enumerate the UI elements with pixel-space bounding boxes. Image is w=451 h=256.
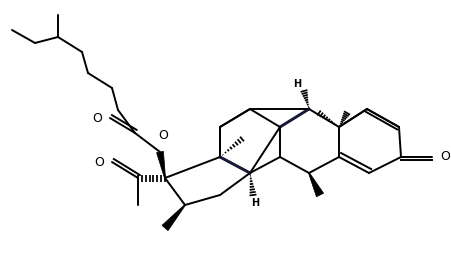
Text: O: O — [94, 155, 104, 168]
Text: O: O — [158, 129, 168, 142]
Polygon shape — [308, 173, 323, 197]
Polygon shape — [161, 205, 185, 231]
Text: H: H — [292, 79, 300, 89]
Text: O: O — [439, 151, 449, 164]
Polygon shape — [156, 151, 165, 178]
Text: O: O — [92, 112, 102, 124]
Text: H: H — [250, 198, 258, 208]
